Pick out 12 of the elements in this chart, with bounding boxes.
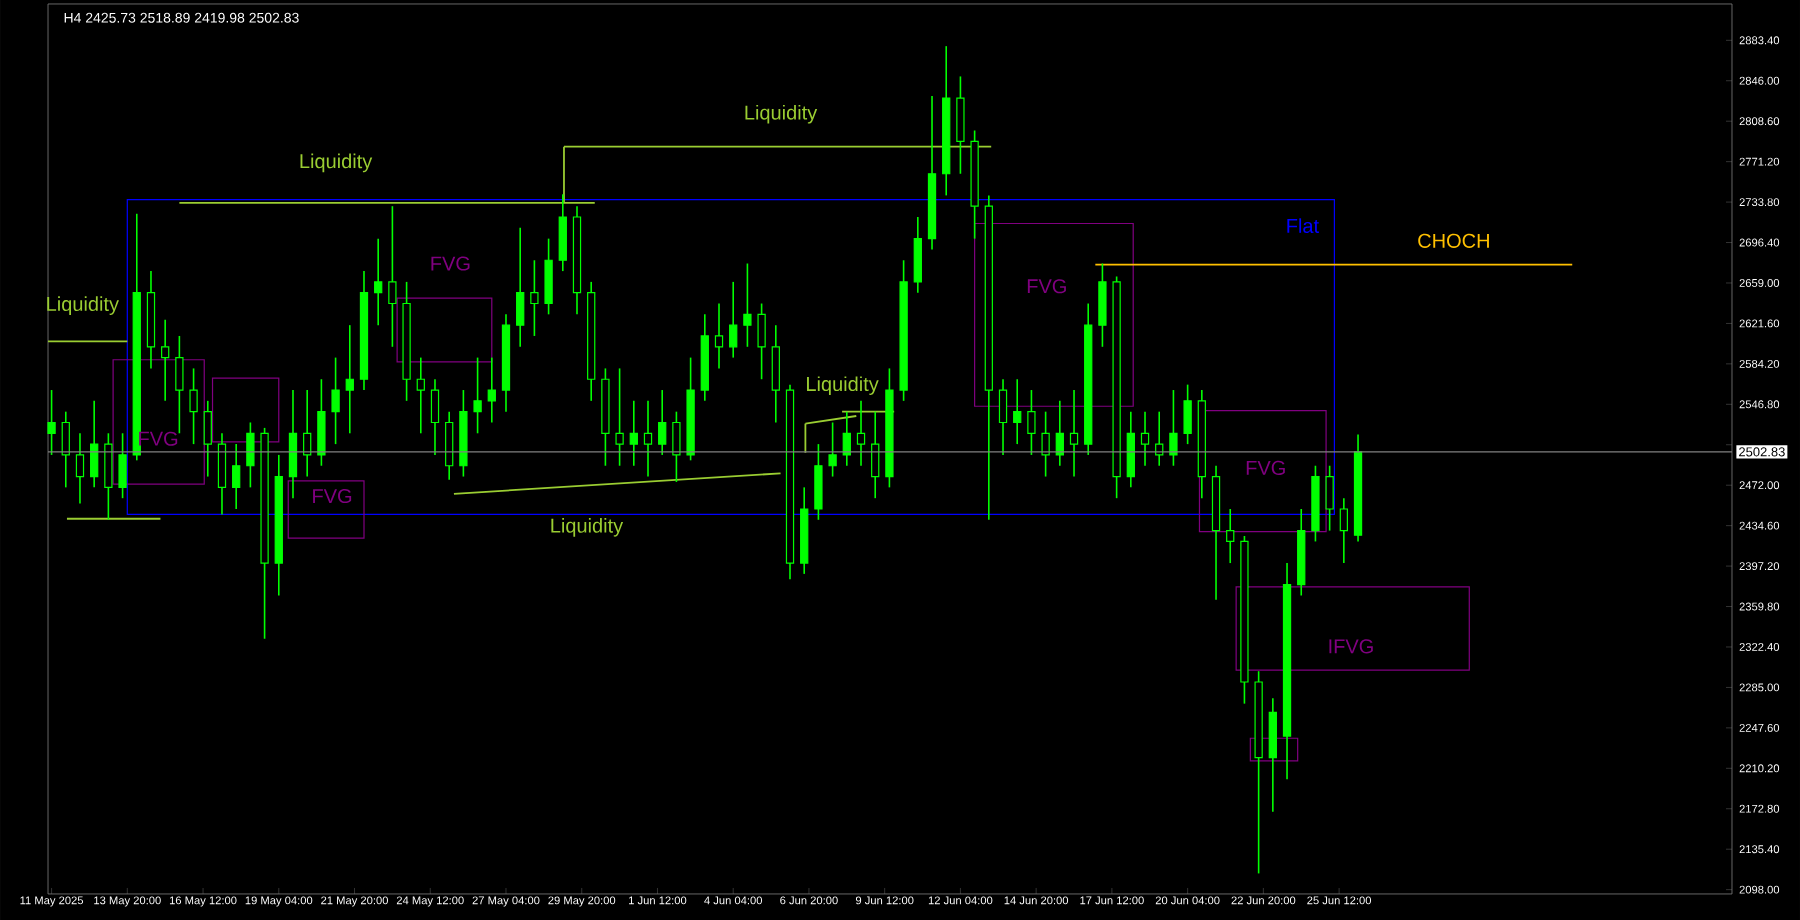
annotation: Liquidity xyxy=(745,104,818,124)
annotation: Liquidity xyxy=(300,153,373,173)
annotation: FVG xyxy=(1027,279,1066,294)
annotation: Flat xyxy=(1287,218,1319,233)
annotation: Liquidity xyxy=(551,518,624,537)
annotation: FVG xyxy=(431,256,470,271)
annotation: FVG xyxy=(313,488,352,504)
annotation: Liquidity xyxy=(47,296,119,315)
annotation: FVG xyxy=(1246,460,1285,475)
annotation: Liquidity xyxy=(807,376,879,396)
annotation: IFVG xyxy=(1329,639,1373,654)
annotation: CHOCH xyxy=(1418,233,1489,248)
